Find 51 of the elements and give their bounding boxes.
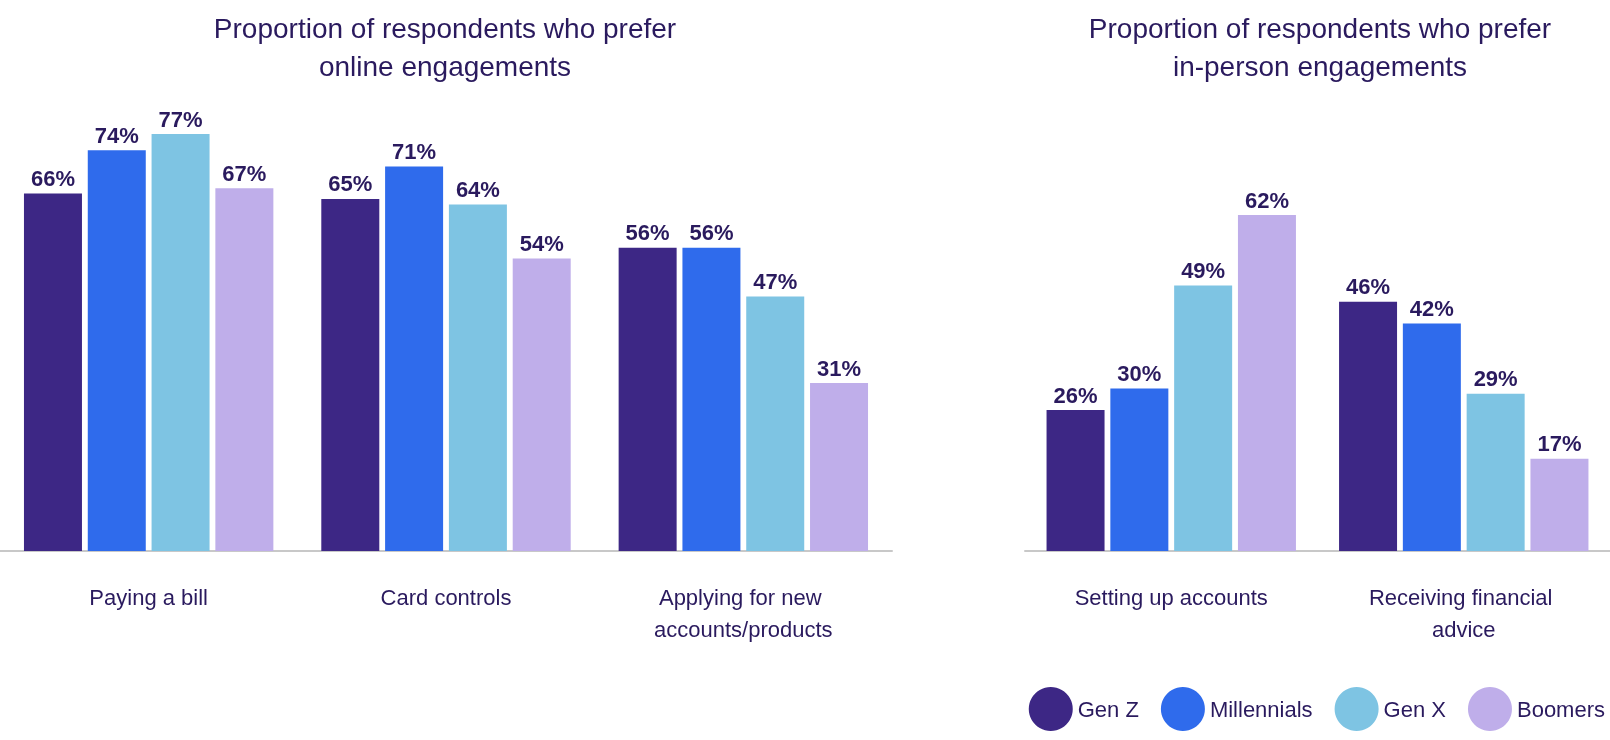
legend-label: Millennials bbox=[1209, 696, 1313, 722]
data-label: 65% bbox=[328, 171, 373, 197]
data-label: 49% bbox=[1181, 257, 1226, 283]
bar bbox=[512, 258, 571, 551]
data-label: 30% bbox=[1117, 360, 1162, 386]
data-label: 77% bbox=[158, 106, 203, 132]
data-label: 74% bbox=[94, 122, 139, 148]
bar bbox=[151, 134, 210, 551]
data-label: 67% bbox=[222, 160, 267, 186]
data-label: 71% bbox=[392, 138, 437, 164]
x-tick-label: Paying a bill bbox=[89, 584, 208, 610]
data-label: 26% bbox=[1053, 382, 1098, 408]
data-label: 56% bbox=[689, 220, 734, 246]
bar bbox=[1110, 388, 1169, 551]
legend-label: Gen X bbox=[1383, 696, 1447, 722]
bar bbox=[448, 204, 507, 551]
bar bbox=[321, 198, 380, 551]
bar bbox=[746, 296, 805, 551]
data-label: 29% bbox=[1473, 366, 1518, 392]
bar bbox=[810, 383, 869, 551]
x-tick-label: Applying for new accounts/products bbox=[654, 584, 833, 642]
data-label: 42% bbox=[1409, 295, 1454, 321]
bar bbox=[1466, 393, 1525, 551]
data-label: 62% bbox=[1244, 187, 1289, 213]
data-label: 64% bbox=[455, 176, 500, 202]
bar bbox=[1237, 215, 1296, 551]
bar bbox=[385, 166, 444, 551]
bar bbox=[1402, 323, 1461, 551]
bar bbox=[682, 247, 741, 551]
data-label: 56% bbox=[625, 220, 670, 246]
data-label: 47% bbox=[753, 268, 798, 294]
x-tick-label: Setting up accounts bbox=[1074, 584, 1268, 610]
legend-label: Boomers bbox=[1516, 696, 1606, 722]
legend-label: Gen Z bbox=[1077, 696, 1139, 722]
bar bbox=[1046, 410, 1105, 551]
bar bbox=[618, 247, 677, 551]
x-tick-label: Card controls bbox=[380, 584, 512, 610]
data-label: 31% bbox=[817, 355, 862, 381]
data-label: 66% bbox=[30, 166, 75, 192]
bar bbox=[87, 150, 146, 551]
chart-title: Proportion of respondents who prefer in-person engagements bbox=[1088, 12, 1552, 82]
bar bbox=[215, 188, 274, 551]
bar bbox=[1530, 458, 1589, 551]
bar bbox=[1339, 301, 1398, 551]
data-label: 46% bbox=[1346, 274, 1391, 300]
x-tick-label: Receiving financial advice bbox=[1368, 584, 1559, 642]
bar bbox=[23, 193, 82, 551]
data-label: 17% bbox=[1537, 431, 1582, 457]
chart-title: Proportion of respondents who prefer online engagements bbox=[213, 12, 677, 82]
data-label: 54% bbox=[519, 231, 564, 257]
bar bbox=[1174, 285, 1233, 551]
